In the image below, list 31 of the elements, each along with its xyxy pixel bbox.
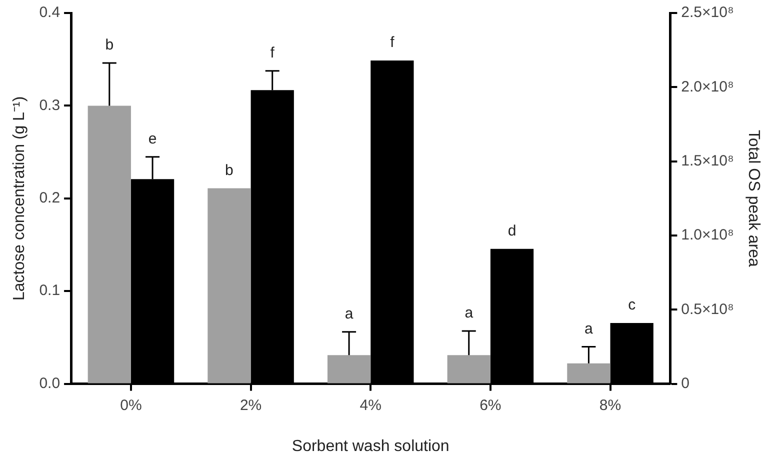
- y-axis-title: Lactose concentration (g L⁻¹): [11, 96, 28, 301]
- y-tick-label: 0.2: [39, 190, 60, 207]
- annotation: c: [628, 296, 636, 314]
- annotation: d: [508, 222, 516, 240]
- y-tick-label: 0.3: [39, 96, 60, 114]
- y2-axis-title: Total OS peak area: [744, 130, 762, 267]
- bar: [327, 355, 371, 384]
- x-tick-label: 8%: [599, 396, 622, 414]
- y-tick-label: 0.1: [39, 282, 60, 300]
- annotation: b: [105, 36, 114, 54]
- y2-tick-label: 1.0×10⁸: [681, 226, 734, 244]
- y2-tick-label: 2.0×10⁸: [681, 78, 734, 96]
- x-tick-label: 2%: [240, 396, 262, 414]
- x-tick-label: 0%: [120, 396, 142, 414]
- annotation: b: [225, 162, 234, 179]
- x-tick-label: 4%: [360, 396, 382, 414]
- x-tick-label: 6%: [480, 396, 502, 414]
- y2-tick-label: 0.5×10⁸: [681, 300, 734, 318]
- x-axis-title: Sorbent wash solution: [292, 438, 450, 455]
- y-tick-label: 0.0: [39, 374, 60, 392]
- annotation: a: [464, 304, 474, 322]
- y2-tick-label: 2.5×10⁸: [681, 4, 734, 22]
- annotation: e: [148, 130, 157, 148]
- annotation: a: [584, 320, 594, 338]
- annotation: f: [390, 34, 396, 52]
- y-tick-label: 0.4: [39, 4, 60, 22]
- y2-tick-label: 1.5×10⁸: [681, 152, 734, 170]
- annotation: a: [344, 306, 354, 323]
- annotation: f: [270, 44, 276, 62]
- y2-tick-label: 0: [681, 374, 690, 392]
- bar: [447, 355, 490, 384]
